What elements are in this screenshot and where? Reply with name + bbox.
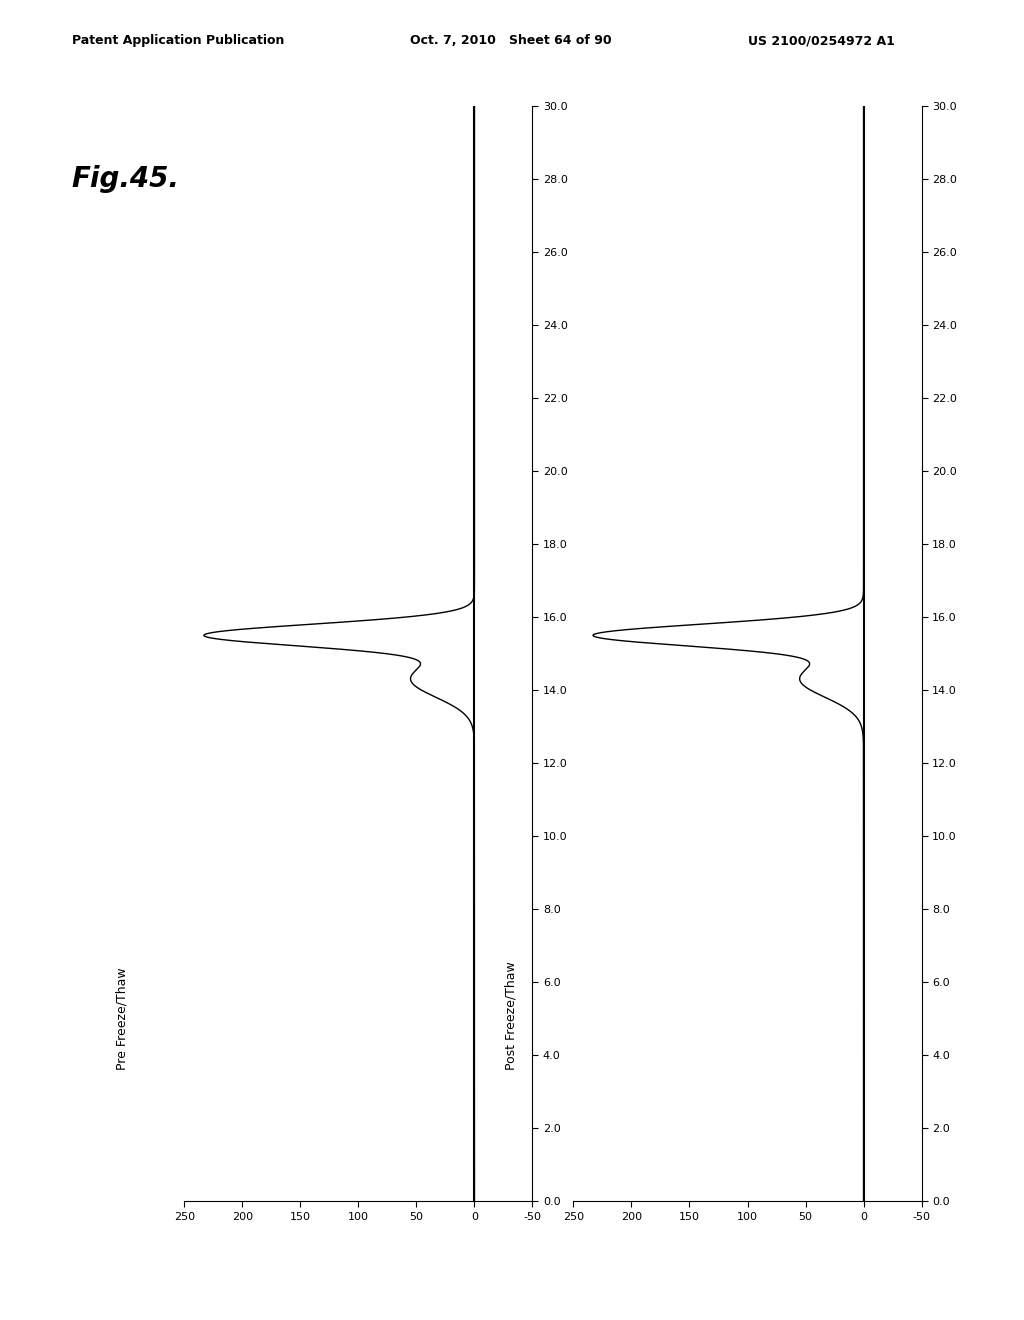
Text: Post Freeze/Thaw: Post Freeze/Thaw [504,961,517,1069]
Text: Pre Freeze/Thaw: Pre Freeze/Thaw [115,968,128,1069]
Text: Fig.45.: Fig.45. [72,165,179,193]
Text: Oct. 7, 2010   Sheet 64 of 90: Oct. 7, 2010 Sheet 64 of 90 [410,34,611,48]
Text: Patent Application Publication: Patent Application Publication [72,34,284,48]
Text: US 2100/0254972 A1: US 2100/0254972 A1 [748,34,894,48]
